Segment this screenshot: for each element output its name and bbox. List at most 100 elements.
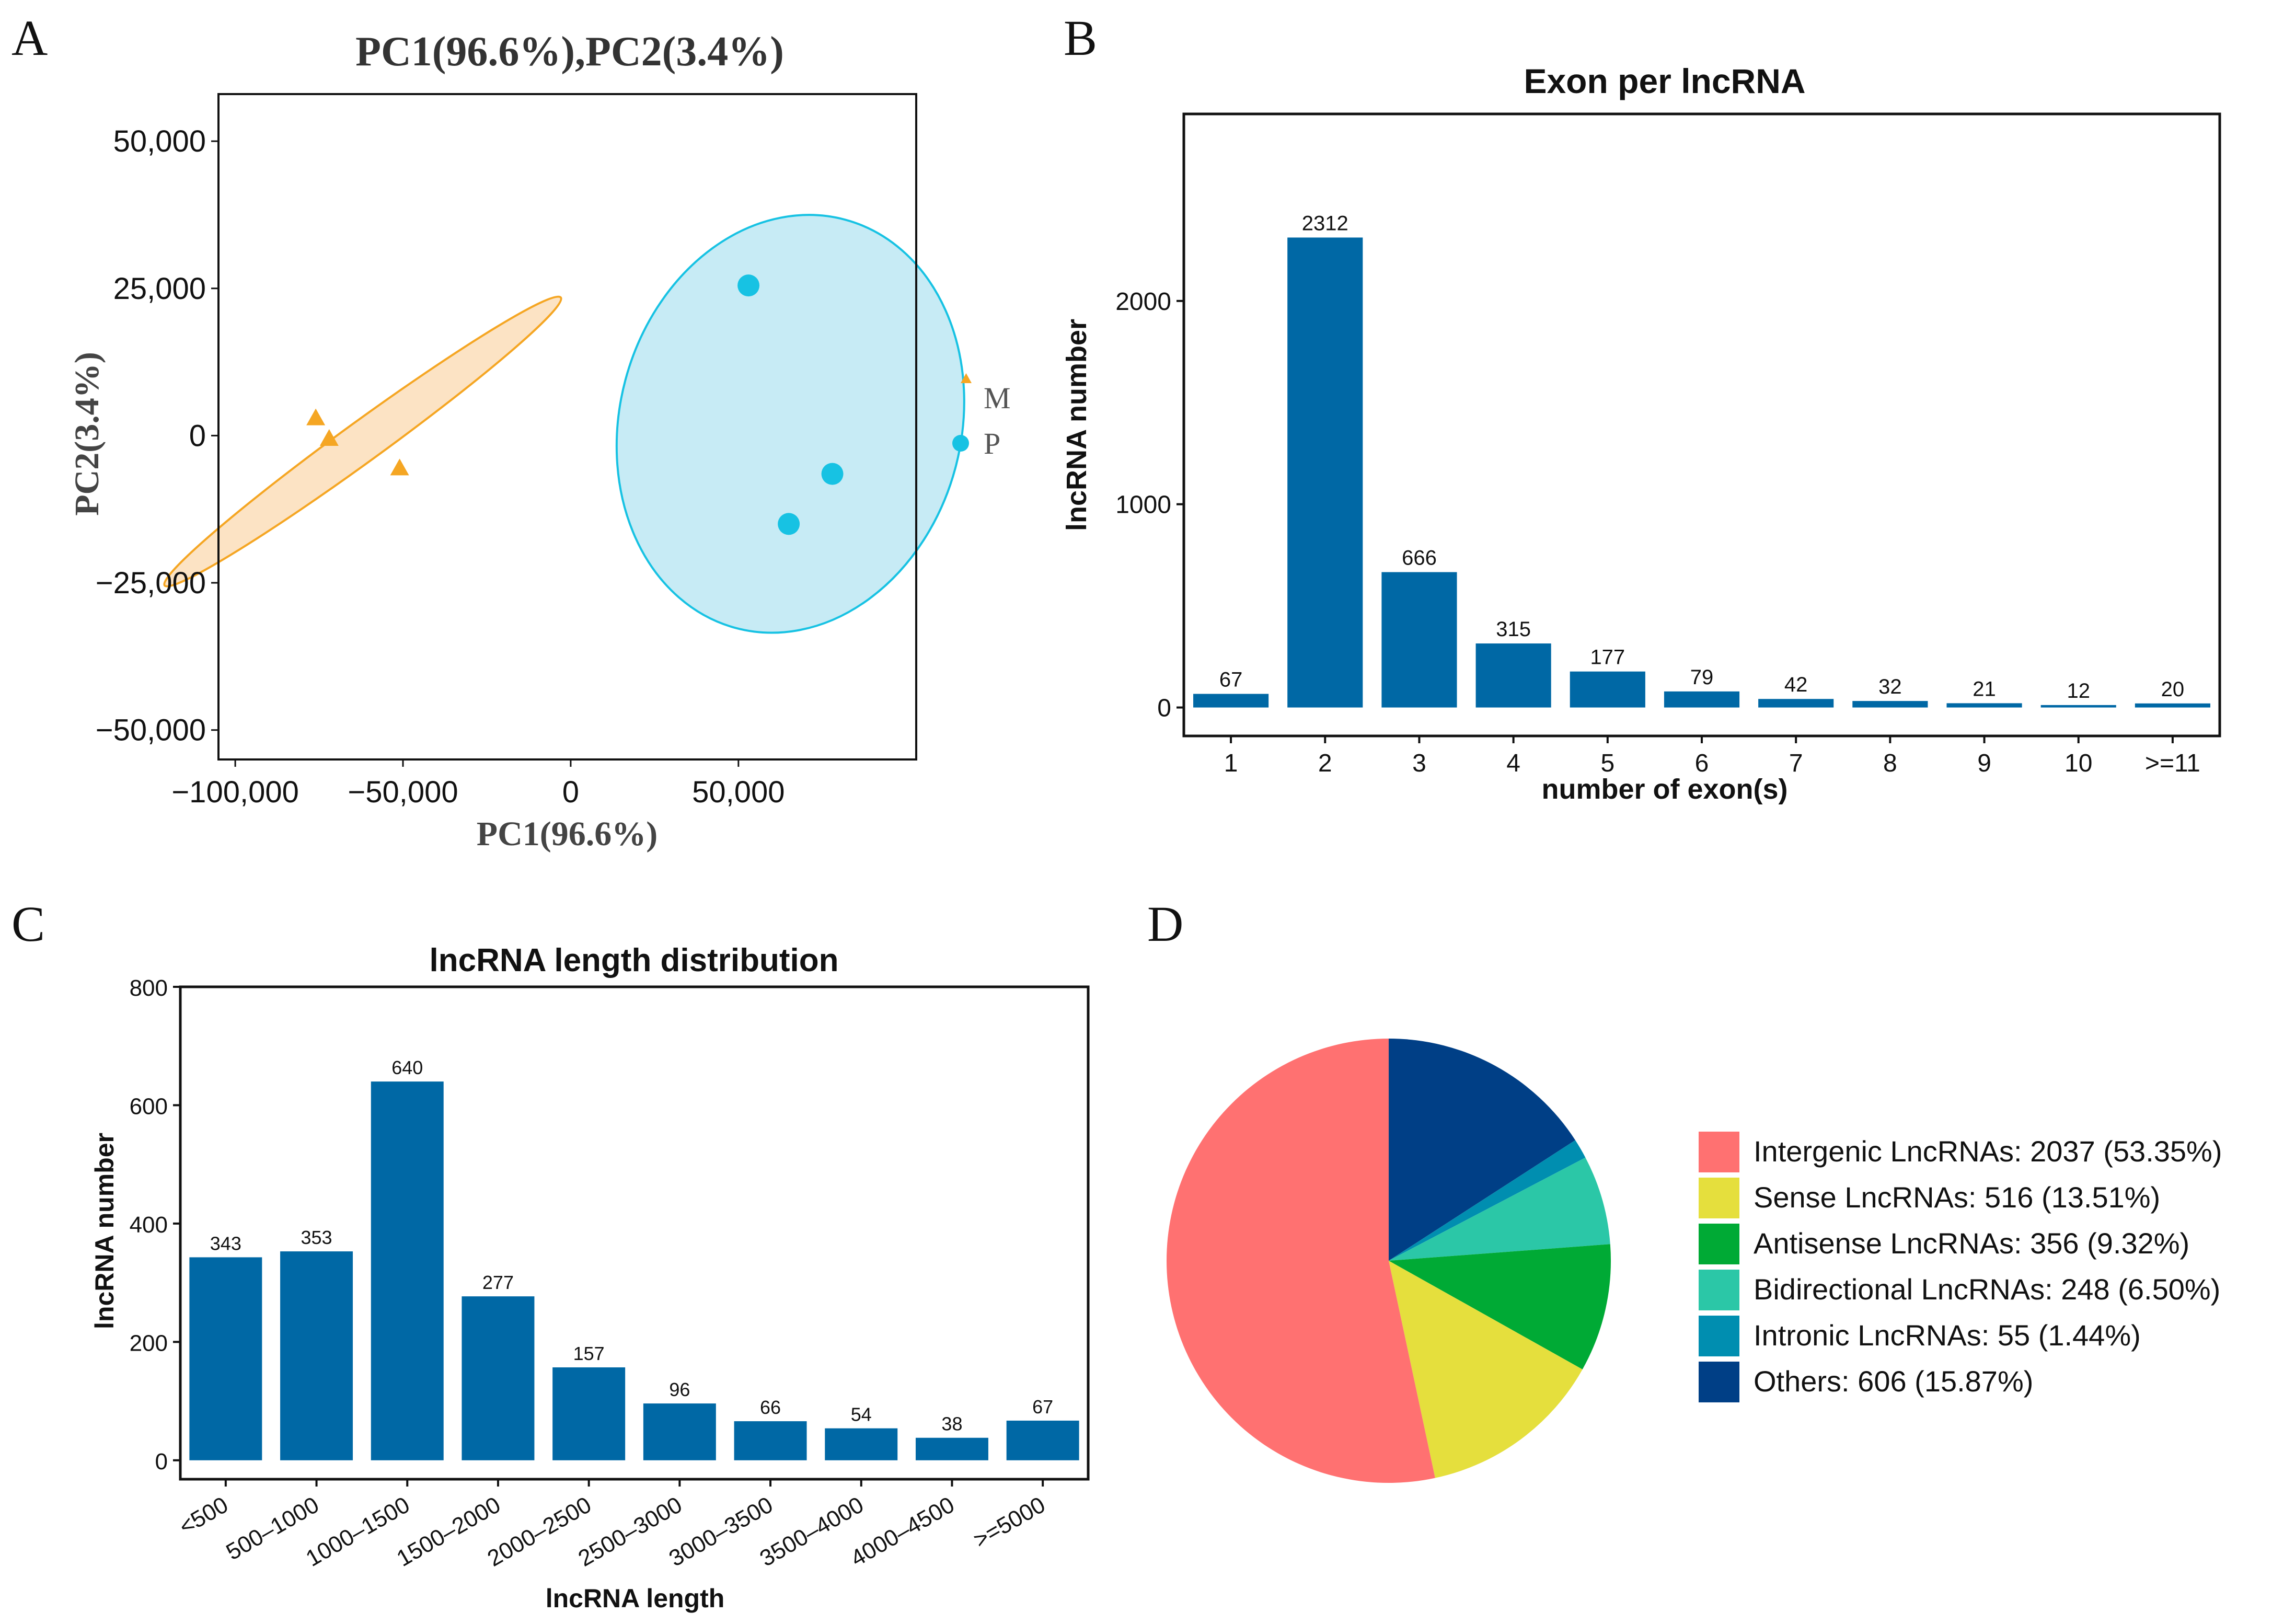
legend-label-p: P	[984, 427, 1000, 460]
length-x-tick-label: >=5000	[969, 1492, 1049, 1553]
pie-slice	[1389, 1140, 1586, 1261]
exon-bar	[1570, 671, 1645, 708]
exon-y-axis-label: lncRNA number	[1061, 319, 1092, 531]
pca-x-tick-label: −50,000	[348, 775, 458, 809]
exon-x-tick-label: 1	[1224, 750, 1238, 777]
exon-bar	[1758, 699, 1834, 708]
length-bar-value-label: 38	[941, 1413, 962, 1435]
length-x-axis-label: lncRNA length	[546, 1584, 725, 1613]
pca-point-m	[390, 458, 409, 476]
pca-x-tick-label: 50,000	[692, 775, 785, 809]
exon-bar-value-label: 79	[1690, 666, 1714, 689]
length-plot-frame	[179, 985, 1090, 1481]
length-y-tick-label: 200	[130, 1330, 168, 1356]
pca-point-p	[821, 463, 844, 485]
exon-x-tick-label: >=11	[2145, 750, 2200, 777]
pie-legend-swatch	[1699, 1316, 1739, 1356]
pca-point-p	[778, 513, 800, 535]
length-x-tick-label: 3500–4000	[756, 1492, 868, 1572]
pca-y-tick-label: 25,000	[113, 272, 206, 306]
exon-x-tick-label: 5	[1600, 750, 1614, 777]
exon-bar	[1852, 701, 1928, 708]
pca-legend: M P	[952, 373, 1011, 460]
length-x-tick-label: 4000–4500	[846, 1492, 959, 1572]
exon-bar-value-label: 67	[1219, 669, 1243, 692]
length-title: lncRNA length distribution	[430, 942, 839, 978]
exon-bar	[1381, 572, 1457, 708]
pca-ellipse-p	[615, 214, 965, 634]
pie-chart: Intergenic LncRNAs: 2037 (53.35%) Sense L…	[1166, 1039, 2222, 1483]
pca-y-axis-label: PC2(3.4%)	[68, 352, 106, 515]
pie-legend-swatch	[1699, 1178, 1739, 1218]
exon-x-tick-label: 3	[1412, 750, 1426, 777]
length-x-tick-label: 2500–3000	[574, 1492, 686, 1572]
length-y-tick-label: 600	[130, 1093, 168, 1119]
exon-x-tick-label: 9	[1977, 750, 1991, 777]
exon-bar	[1193, 694, 1269, 708]
exon-x-axis-label: number of exon(s)	[1541, 774, 1787, 805]
length-x-tick-label: 2000–2500	[483, 1492, 595, 1572]
exon-bar-value-label: 315	[1496, 618, 1531, 641]
length-bar	[552, 1367, 626, 1460]
length-bar	[189, 1257, 262, 1460]
exon-bar	[2135, 703, 2210, 708]
length-bar	[462, 1296, 535, 1460]
legend-p-circle-icon	[952, 435, 969, 452]
pca-plot-frame	[217, 93, 917, 761]
exon-bar	[1946, 703, 2022, 708]
pca-point-m	[306, 408, 326, 425]
pca-x-axis-label: PC1(96.6%)	[477, 815, 658, 853]
exon-bar	[2040, 705, 2116, 708]
length-bar	[734, 1421, 807, 1460]
pca-y-tick-label: 50,000	[113, 124, 206, 158]
legend-m-triangle-icon	[961, 373, 972, 383]
length-bar-value-label: 54	[851, 1404, 872, 1425]
panel-label-b: B	[1064, 10, 1097, 66]
exon-bar	[1664, 691, 1740, 708]
length-bar-value-label: 277	[482, 1272, 514, 1293]
length-y-tick-label: 800	[130, 975, 168, 1001]
exon-bar-value-label: 20	[2161, 678, 2185, 701]
pie-slice	[1389, 1261, 1583, 1478]
pie-legend-swatch	[1699, 1132, 1739, 1172]
length-x-tick-label: 1500–2000	[393, 1492, 505, 1572]
length-x-tick-label: 1000–1500	[302, 1492, 414, 1572]
pie-legend-label: Intronic LncRNAs: 55 (1.44%)	[1754, 1319, 2141, 1352]
exon-y-tick-label: 2000	[1115, 288, 1171, 316]
exon-bar-value-label: 32	[1878, 675, 1902, 698]
length-bar-value-label: 157	[573, 1343, 605, 1364]
exon-y-tick-label: 0	[1157, 695, 1171, 722]
panel-label-c: C	[11, 896, 45, 952]
exon-bar-value-label: 2312	[1302, 212, 1348, 235]
length-bar-value-label: 67	[1032, 1396, 1053, 1418]
length-bar	[643, 1403, 716, 1460]
pca-point-p	[737, 274, 760, 297]
length-x-tick-label: 3000–3500	[665, 1492, 777, 1572]
length-bar	[1006, 1420, 1079, 1460]
pca-title: PC1(96.6%),PC2(3.4%)	[355, 29, 784, 75]
pca-x-tick-label: 0	[562, 775, 579, 809]
pca-chart: PC1(96.6%),PC2(3.4%) −100,000 −50,000 0 50,…	[68, 29, 1011, 853]
exon-x-tick-label: 2	[1318, 750, 1332, 777]
length-chart: lncRNA length distribution 343 353 640 277 1…	[90, 942, 1090, 1613]
length-bar	[280, 1251, 353, 1460]
pca-y-tick-label: −50,000	[96, 713, 206, 747]
length-bar	[825, 1428, 898, 1460]
panel-label-d: D	[1147, 896, 1183, 952]
length-bar-value-label: 343	[210, 1233, 241, 1254]
length-bar-value-label: 353	[301, 1227, 332, 1248]
pca-ellipse-m	[163, 295, 562, 588]
exon-bar	[1287, 237, 1363, 708]
exon-y-tick-label: 1000	[1115, 491, 1171, 519]
pie-legend-swatch	[1699, 1270, 1739, 1310]
exon-bar-value-label: 21	[1973, 677, 1996, 700]
exon-x-tick-label: 6	[1695, 750, 1709, 777]
exon-title: Exon per lncRNA	[1524, 62, 1805, 100]
exon-bar-value-label: 666	[1402, 547, 1437, 570]
pie-legend-swatch	[1699, 1224, 1739, 1264]
pca-x-tick-label: −100,000	[171, 775, 299, 809]
pca-y-tick-label: 0	[189, 419, 206, 453]
pca-y-tick-label: −25,000	[96, 566, 206, 600]
exon-x-tick-label: 7	[1789, 750, 1803, 777]
